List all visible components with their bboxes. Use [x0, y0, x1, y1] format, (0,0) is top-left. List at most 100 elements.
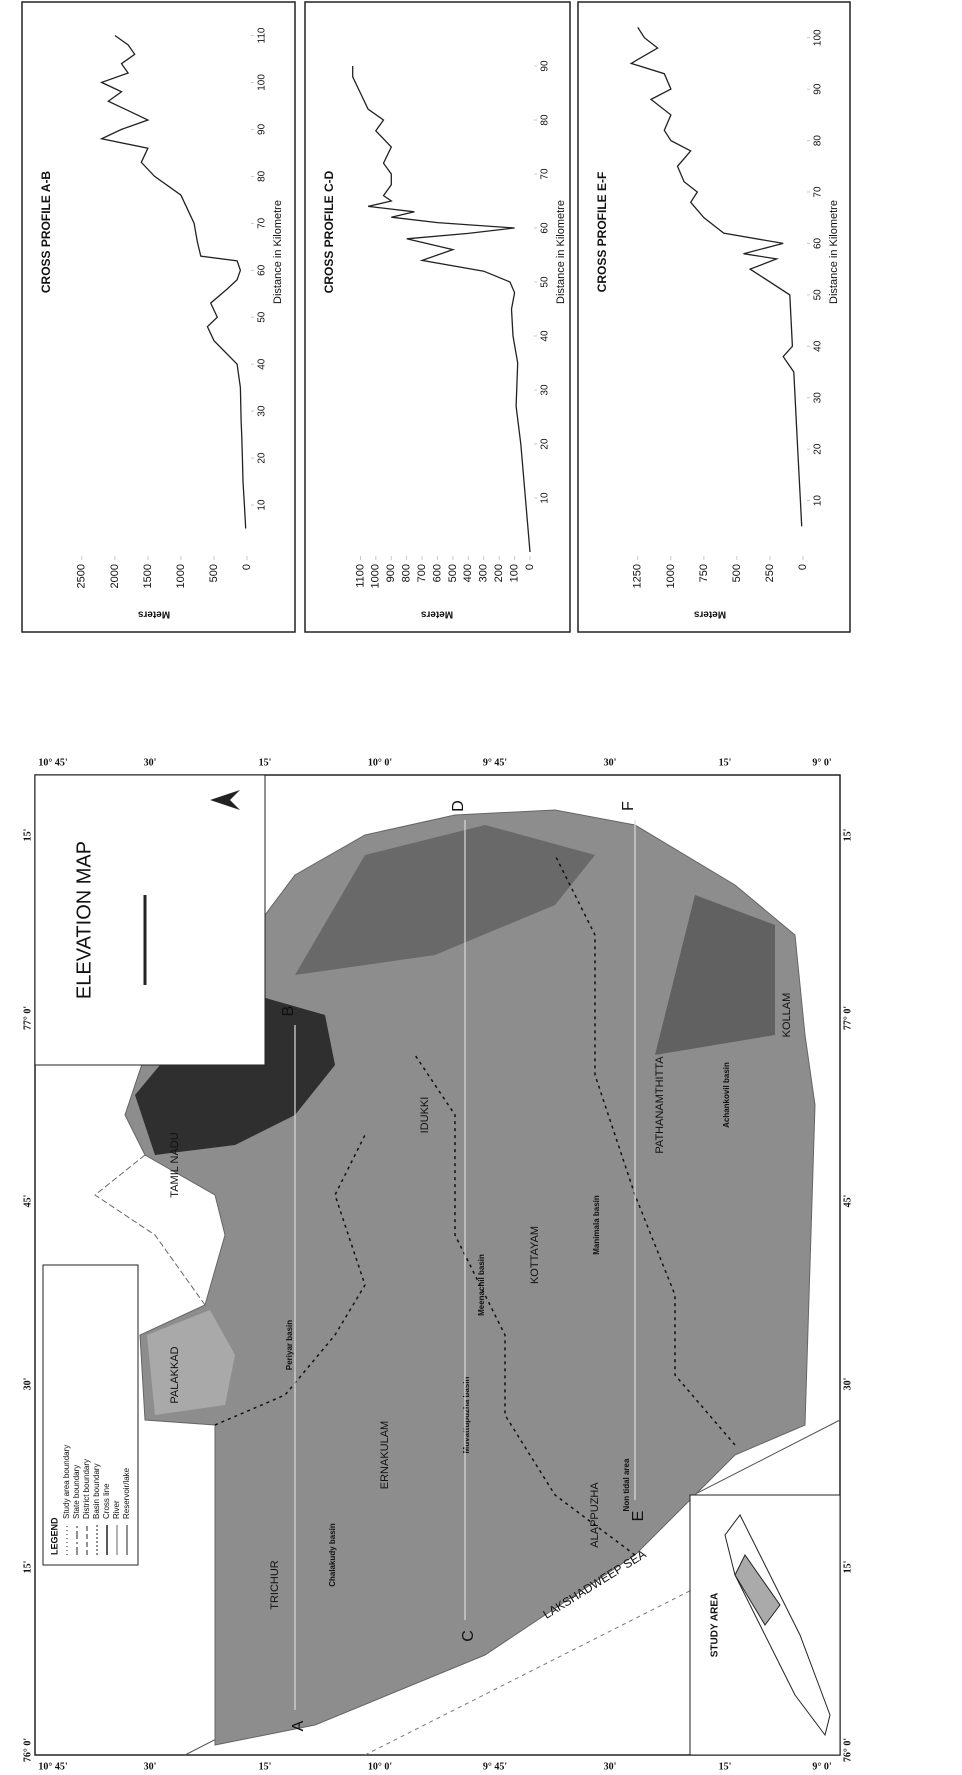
- longitude-label: 15': [842, 1560, 853, 1573]
- longitude-label: 15': [22, 1560, 33, 1573]
- y-tick-label: 0: [524, 564, 536, 570]
- region-label: TAMIL NADU: [169, 1132, 181, 1197]
- longitude-label: 45': [22, 1194, 33, 1207]
- x-tick-label: 60: [540, 222, 551, 234]
- legend-title: LEGEND: [49, 1517, 59, 1555]
- y-tick-label: 250: [764, 564, 776, 582]
- y-tick-label: 1250: [632, 564, 644, 588]
- title-box: [35, 775, 265, 1065]
- region-label: TRICHUR: [269, 1560, 281, 1610]
- x-tick-label: 80: [257, 170, 268, 182]
- latitude-label: 10° 45': [38, 1761, 67, 1772]
- latitude-label: 10° 45': [38, 757, 67, 768]
- section-point: F: [620, 801, 637, 811]
- longitude-label: 15': [842, 828, 853, 841]
- y-tick-label: 2500: [76, 564, 88, 588]
- basin-label: Achankovil basin: [722, 1062, 731, 1128]
- x-tick-label: 60: [813, 237, 824, 249]
- x-tick-label: 70: [813, 186, 824, 198]
- region-label: ERNAKULAM: [379, 1421, 391, 1489]
- legend-item: Cross line: [102, 1483, 111, 1519]
- longitude-label: 30': [22, 1377, 33, 1390]
- x-tick-label: 40: [540, 330, 551, 342]
- y-tick-label: 2000: [109, 564, 121, 588]
- y-tick-label: 400: [462, 564, 474, 582]
- x-tick-label: 100: [257, 74, 268, 91]
- legend-item: Reservoir/lake: [122, 1467, 131, 1519]
- x-tick-label: 20: [813, 443, 824, 455]
- y-axis-label: Meters: [137, 608, 170, 619]
- latitude-label: 15': [259, 757, 272, 768]
- region-label: PALAKKAD: [169, 1346, 181, 1403]
- basin-label: Meenachil basin: [477, 1254, 486, 1316]
- x-tick-label: 40: [813, 340, 824, 352]
- y-tick-label: 900: [385, 564, 397, 582]
- y-tick-label: 700: [416, 564, 428, 582]
- x-tick-label: 60: [257, 264, 268, 276]
- latitude-label: 30': [144, 1761, 157, 1772]
- latitude-label: 15': [719, 757, 732, 768]
- latitude-label: 30': [144, 757, 157, 768]
- region-label: KOLLAM: [781, 993, 793, 1038]
- basin-label: Manimala basin: [592, 1195, 601, 1255]
- y-axis-label: Meters: [693, 608, 726, 619]
- y-tick-label: 0: [241, 564, 253, 570]
- x-tick-label: 110: [257, 27, 268, 43]
- y-tick-label: 800: [401, 564, 413, 582]
- latitude-label: 30': [604, 757, 617, 768]
- x-axis-label: Distance in Kilometre: [555, 200, 567, 304]
- x-tick-label: 100: [813, 29, 824, 46]
- figure: ELEVATION MAP LEGEND STUDY AREA LAKSHADW…: [0, 0, 962, 1775]
- y-tick-label: 1000: [665, 564, 677, 588]
- y-axis-label: Meters: [420, 608, 453, 619]
- x-tick-label: 50: [540, 276, 551, 288]
- legend-item: District boundary: [82, 1459, 91, 1519]
- profile-panel: CROSS PROFILE C-D Meters Distance in Kilom…: [305, 2, 570, 632]
- x-tick-label: 90: [540, 60, 551, 72]
- x-tick-label: 20: [257, 452, 268, 464]
- y-tick-label: 1500: [142, 564, 154, 588]
- longitude-label: 77° 0': [22, 1006, 33, 1030]
- x-tick-label: 30: [540, 384, 551, 396]
- latitude-label: 9° 45': [483, 757, 507, 768]
- inset-title: STUDY AREA: [710, 1593, 721, 1657]
- x-tick-label: 30: [813, 392, 824, 404]
- longitude-label: 45': [842, 1194, 853, 1207]
- basin-label: Non tidal area: [622, 1458, 631, 1511]
- latitude-label: 9° 45': [483, 1761, 507, 1772]
- y-tick-label: 500: [208, 564, 220, 582]
- region-label: IDUKKI: [419, 1097, 431, 1134]
- x-tick-label: 10: [813, 495, 824, 507]
- latitude-label: 15': [719, 1761, 732, 1772]
- latitude-label: 30': [604, 1761, 617, 1772]
- elevation-map: ELEVATION MAP LEGEND STUDY AREA LAKSHADW…: [22, 757, 853, 1772]
- y-tick-label: 0: [797, 564, 809, 570]
- y-tick-label: 750: [698, 564, 710, 582]
- y-tick-label: 500: [447, 564, 459, 582]
- latitude-label: 15': [259, 1761, 272, 1772]
- y-tick-label: 1000: [175, 564, 187, 588]
- section-point: E: [630, 1511, 647, 1522]
- legend-item: State boundary: [72, 1465, 81, 1519]
- x-tick-label: 70: [257, 217, 268, 229]
- y-tick-label: 300: [478, 564, 490, 582]
- x-tick-label: 40: [257, 358, 268, 370]
- x-tick-label: 20: [540, 438, 551, 450]
- section-point: A: [290, 1720, 307, 1731]
- latitude-label: 10° 0': [368, 757, 392, 768]
- y-tick-label: 100: [508, 564, 520, 582]
- y-tick-label: 200: [493, 564, 505, 582]
- y-tick-label: 1100: [354, 564, 366, 588]
- x-tick-label: 10: [257, 499, 268, 511]
- basin-label: Periyar basin: [285, 1320, 294, 1370]
- legend-item: Basin boundary: [92, 1463, 101, 1519]
- longitude-label: 76° 0': [22, 1738, 33, 1762]
- x-axis-label: Distance in Kilometre: [272, 200, 284, 304]
- chart-title: CROSS PROFILE E-F: [595, 172, 609, 293]
- profile-panel: CROSS PROFILE A-B Meters Distance in Kilom…: [22, 2, 295, 632]
- chart-title: CROSS PROFILE C-D: [322, 170, 336, 293]
- region-label: KOTTAYAM: [529, 1226, 541, 1284]
- chart-title: CROSS PROFILE A-B: [39, 171, 53, 294]
- x-tick-label: 80: [813, 135, 824, 147]
